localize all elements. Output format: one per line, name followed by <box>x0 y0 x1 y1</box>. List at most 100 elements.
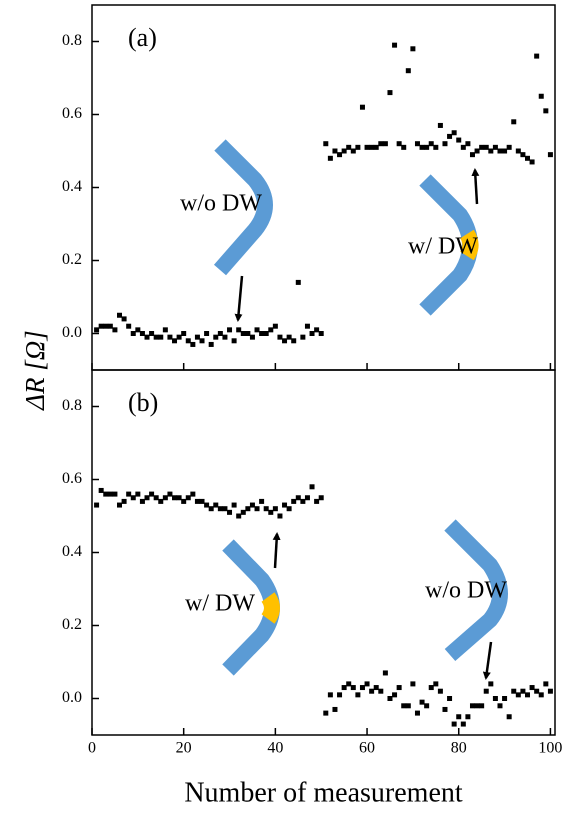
y-tick-label: 0.0 <box>62 689 82 706</box>
y-tick-label: 0.0 <box>62 324 82 341</box>
data-point <box>117 502 123 508</box>
data-point <box>176 495 182 501</box>
data-point <box>327 692 333 698</box>
data-point <box>176 334 182 340</box>
data-point <box>502 148 508 154</box>
data-point <box>469 152 475 158</box>
data-point <box>144 495 150 501</box>
data-point <box>378 688 384 694</box>
data-point <box>94 502 100 508</box>
arrow <box>482 641 493 680</box>
data-point <box>204 331 210 336</box>
data-point <box>547 688 553 694</box>
data-point <box>323 710 329 716</box>
data-point <box>524 692 530 698</box>
data-point <box>387 696 393 701</box>
data-point <box>208 506 214 512</box>
data-point <box>222 506 228 512</box>
data-point <box>465 714 471 720</box>
data-point <box>117 312 123 318</box>
data-point <box>286 334 292 340</box>
data-point <box>300 334 306 340</box>
data-point <box>369 688 375 694</box>
y-tick-label: 0.2 <box>62 616 82 633</box>
data-point <box>442 706 448 712</box>
data-point <box>520 152 526 158</box>
x-tick-label: 40 <box>267 740 283 757</box>
x-tick-label: 60 <box>359 740 375 757</box>
data-point <box>373 685 379 691</box>
annotation: w/o DW <box>425 578 507 604</box>
data-point <box>194 498 200 504</box>
data-point <box>259 498 265 504</box>
annotation: (a) <box>128 23 157 52</box>
data-point <box>272 506 278 512</box>
data-point <box>144 334 150 340</box>
data-point <box>479 144 485 150</box>
data-point <box>139 331 145 336</box>
data-point <box>199 338 205 344</box>
plot-frame <box>91 4 556 371</box>
data-point <box>346 144 352 150</box>
data-point <box>227 509 233 515</box>
data-point <box>245 331 251 336</box>
data-point <box>341 148 347 154</box>
data-point <box>474 703 480 709</box>
data-point <box>213 334 219 340</box>
data-point <box>474 148 480 154</box>
data-point <box>437 688 443 694</box>
data-point <box>295 279 301 285</box>
data-point <box>543 681 549 687</box>
data-point <box>355 692 361 698</box>
data-point <box>497 703 503 709</box>
annotation: (b) <box>128 388 158 417</box>
data-point <box>419 144 425 150</box>
x-tick-label: 80 <box>451 740 467 757</box>
data-point <box>231 502 237 508</box>
data-point <box>392 42 398 48</box>
data-point <box>130 495 136 501</box>
data-point <box>263 331 269 336</box>
data-point <box>130 331 136 336</box>
data-point <box>369 144 375 150</box>
data-point <box>314 498 320 504</box>
data-point <box>254 506 260 512</box>
y-tick-label: 0.4 <box>62 543 82 560</box>
data-point <box>208 341 214 347</box>
data-point <box>103 323 109 329</box>
data-point <box>488 681 494 687</box>
data-point <box>185 495 191 501</box>
data-point <box>190 491 196 497</box>
data-point <box>314 327 320 333</box>
data-point <box>332 148 338 154</box>
data-point <box>405 68 411 74</box>
data-point <box>359 685 365 691</box>
data-point <box>158 498 164 504</box>
data-point <box>217 331 223 336</box>
data-point <box>511 688 517 694</box>
data-point <box>355 144 361 150</box>
data-point <box>204 502 210 508</box>
wire-diagrams <box>213 139 508 680</box>
data-point <box>547 152 553 158</box>
data-point <box>217 506 223 512</box>
data-point <box>483 688 489 694</box>
data-point <box>199 498 205 504</box>
data-point <box>460 144 466 150</box>
data-point <box>529 159 535 165</box>
data-point <box>98 323 104 329</box>
data-point <box>456 137 462 143</box>
data-point <box>185 338 191 344</box>
data-point <box>268 509 274 515</box>
data-point <box>529 685 535 691</box>
data-point <box>327 155 333 161</box>
data-point <box>126 323 132 329</box>
data-point <box>428 141 434 147</box>
data-point <box>107 491 113 497</box>
data-point <box>350 685 356 691</box>
data-point <box>442 141 448 147</box>
data-point <box>506 144 512 150</box>
data-point <box>107 323 113 329</box>
data-point <box>359 104 365 110</box>
data-point <box>149 331 155 336</box>
